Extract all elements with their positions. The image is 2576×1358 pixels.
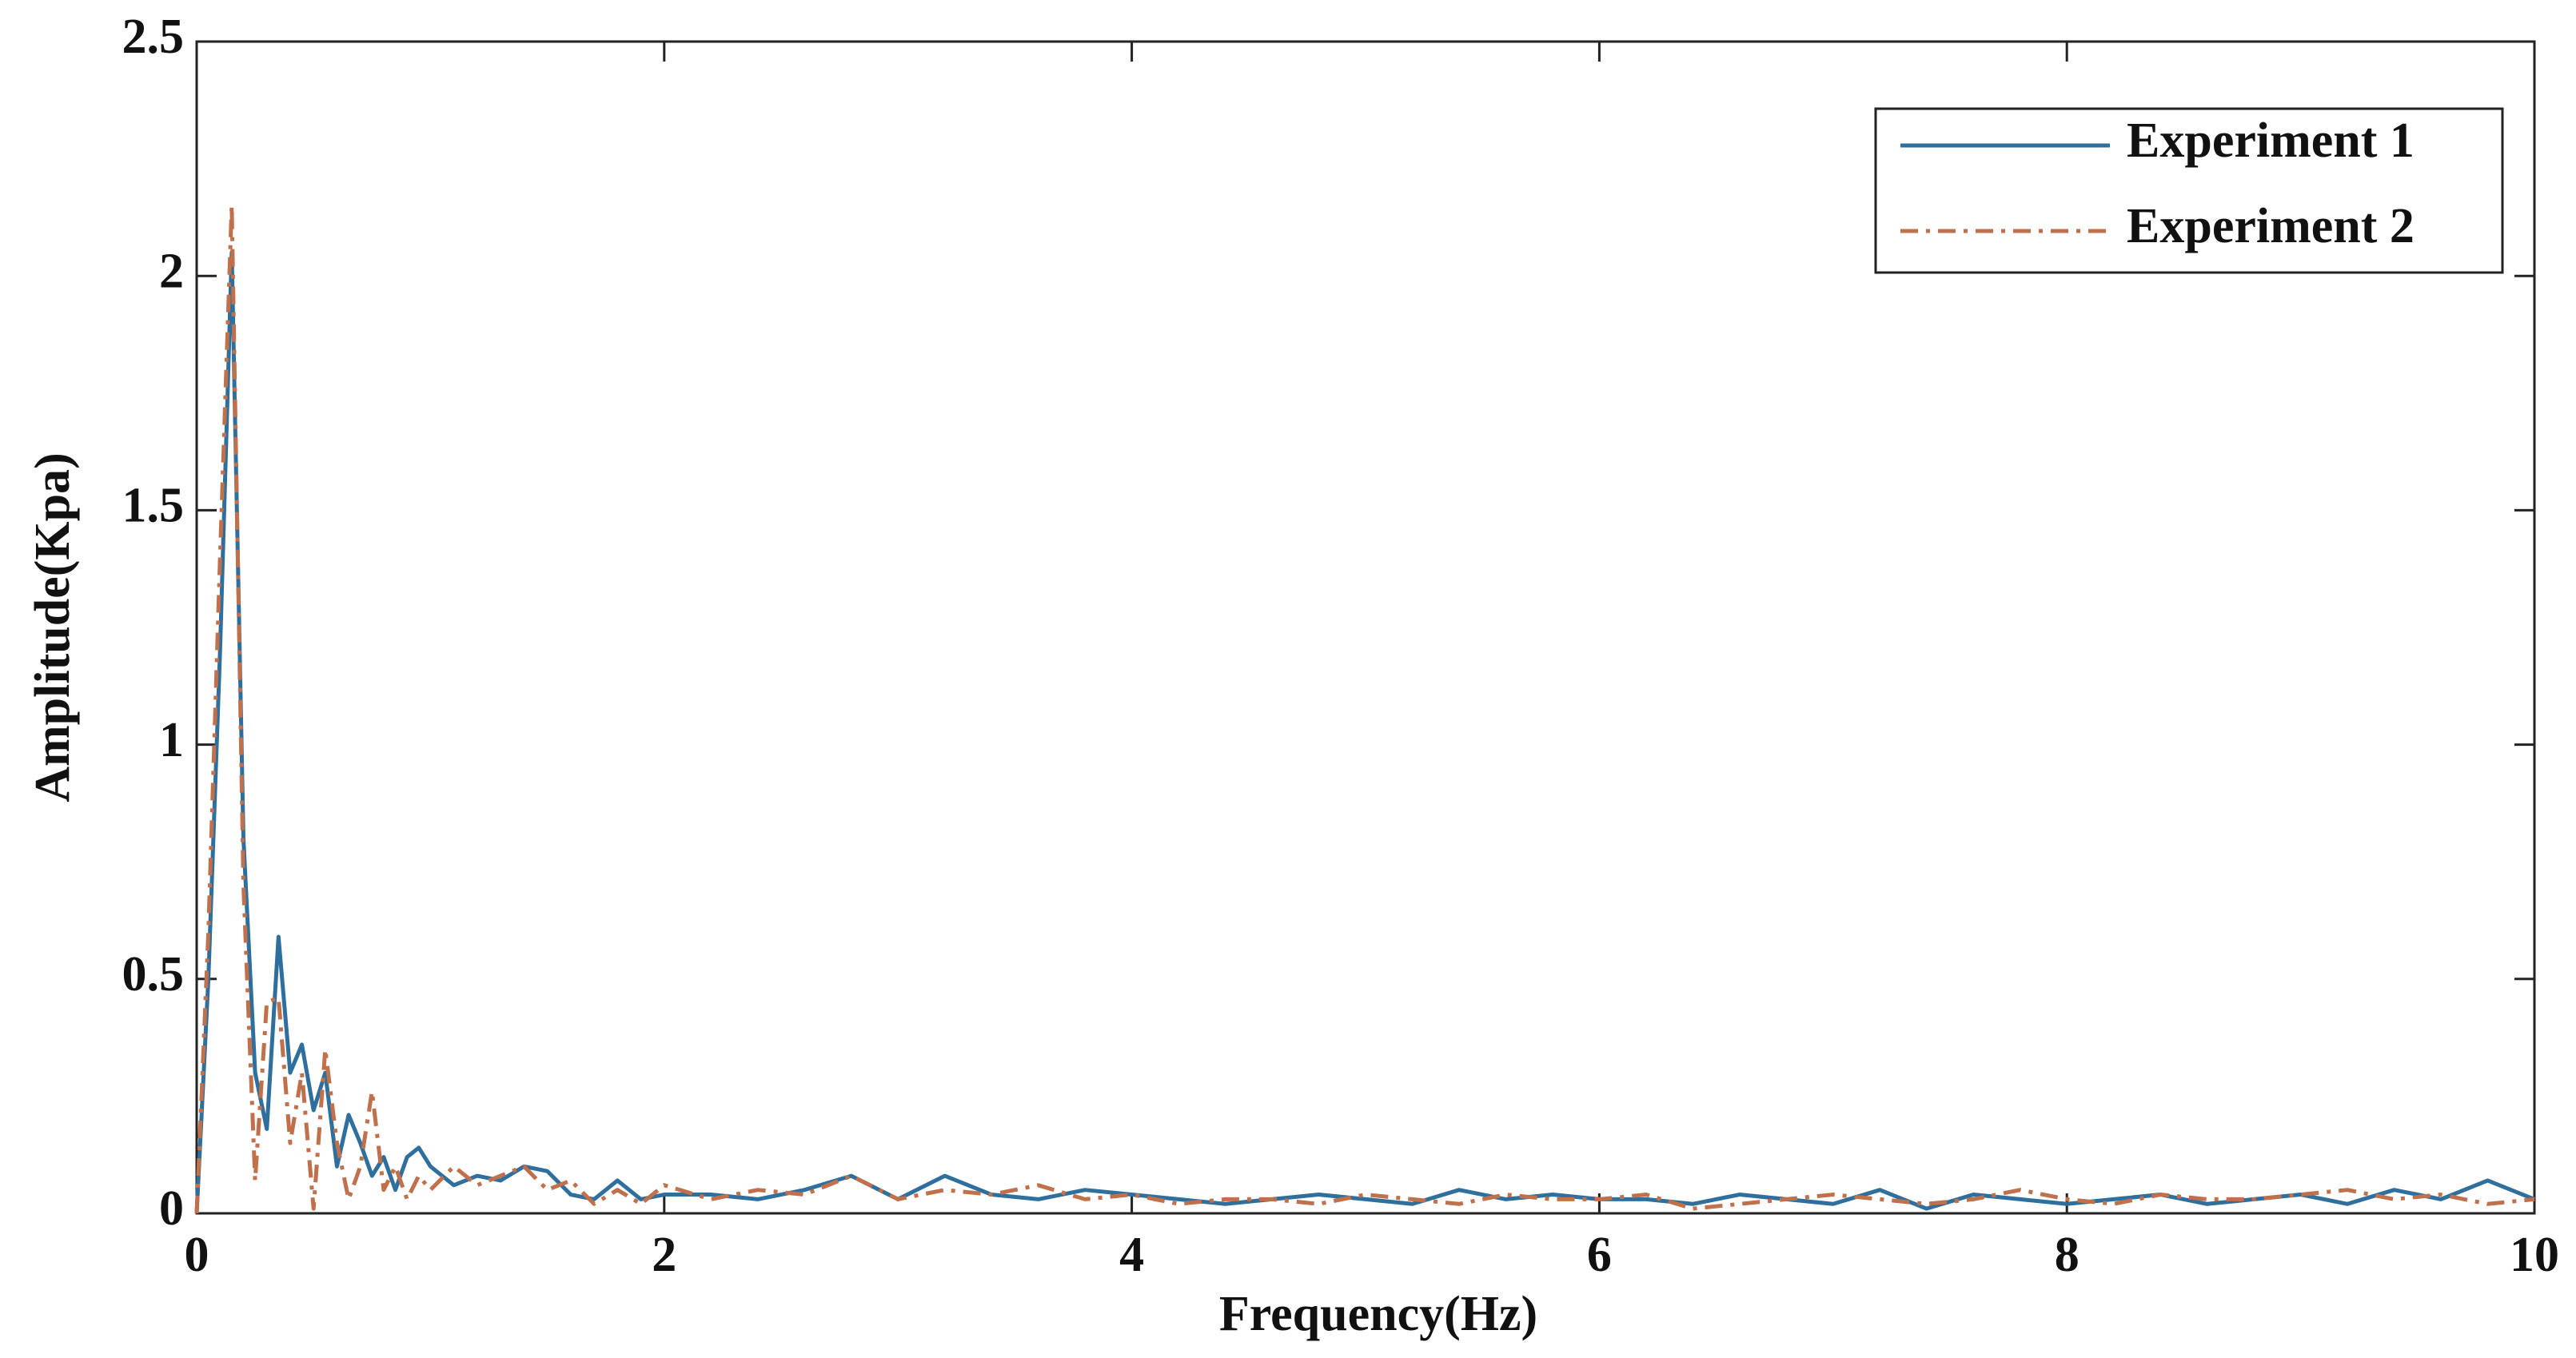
x-tick-label: 0 bbox=[185, 1228, 209, 1282]
y-tick-label: 2.5 bbox=[122, 10, 185, 64]
x-tick-label: 10 bbox=[2510, 1228, 2559, 1282]
y-tick-label: 0.5 bbox=[122, 947, 185, 1002]
legend-label: Experiment 1 bbox=[2127, 113, 2415, 168]
y-tick-label: 1.5 bbox=[122, 479, 185, 533]
series-line bbox=[194, 203, 2535, 1214]
legend-label: Experiment 2 bbox=[2127, 199, 2415, 253]
plot-frame bbox=[195, 40, 2536, 1215]
y-tick-label: 0 bbox=[159, 1181, 184, 1236]
series-line bbox=[194, 250, 2535, 1214]
x-axis-label: Frequency(Hz) bbox=[1219, 1287, 1537, 1341]
y-tick-label: 2 bbox=[159, 244, 184, 298]
y-axis-label: Amplitude(Kpa) bbox=[26, 452, 80, 802]
x-tick-label: 4 bbox=[1119, 1228, 1144, 1282]
y-tick-label: 1 bbox=[159, 713, 184, 767]
x-tick-label: 6 bbox=[1587, 1228, 1612, 1282]
x-tick-label: 2 bbox=[652, 1228, 676, 1282]
x-tick-label: 8 bbox=[2055, 1228, 2080, 1282]
legend-box bbox=[1874, 107, 2504, 274]
